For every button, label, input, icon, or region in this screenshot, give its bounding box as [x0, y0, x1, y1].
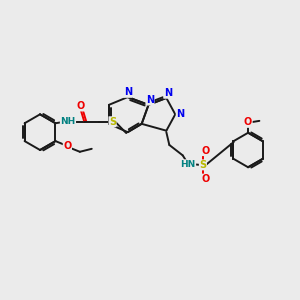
- Text: O: O: [202, 146, 210, 156]
- Text: O: O: [76, 101, 85, 111]
- Text: N: N: [146, 95, 154, 105]
- Text: HN: HN: [180, 160, 196, 169]
- Text: S: S: [109, 117, 116, 127]
- Text: O: O: [244, 117, 252, 128]
- Text: N: N: [176, 109, 184, 119]
- Text: O: O: [63, 141, 71, 152]
- Text: O: O: [202, 174, 210, 184]
- Text: S: S: [199, 160, 206, 170]
- Text: N: N: [124, 87, 132, 97]
- Text: N: N: [164, 88, 172, 98]
- Text: NH: NH: [60, 117, 76, 126]
